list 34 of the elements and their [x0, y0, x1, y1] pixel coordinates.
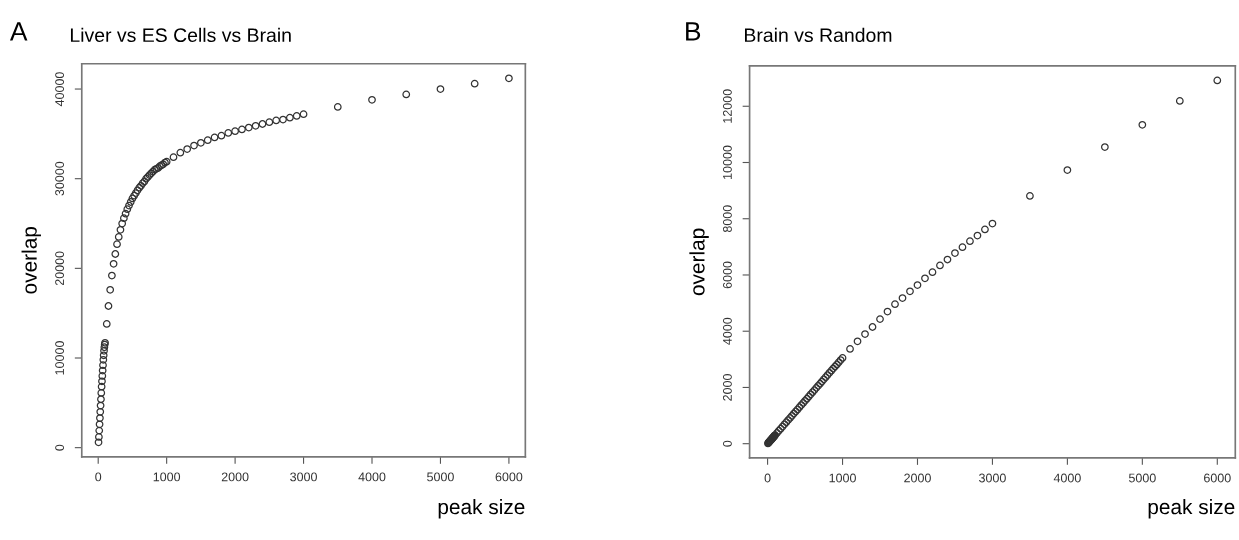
y-tick-label: 4000 — [722, 317, 732, 345]
x-tick-label: 3000 — [290, 472, 317, 482]
x-tick-label: 4000 — [358, 472, 386, 482]
text: B — [686, 22, 701, 41]
x-tick-label: 0 — [764, 473, 771, 483]
y-tick-label: 30000 — [55, 161, 65, 196]
x-tick-label: 5000 — [427, 472, 454, 482]
x-tick-label: 1000 — [829, 473, 856, 483]
x-tick-label: 2000 — [221, 472, 249, 482]
y-axis-title: overlap — [21, 226, 41, 294]
x-tick-label: 6000 — [1204, 473, 1231, 483]
y-tick-label: 20000 — [55, 251, 65, 286]
x-tick-label: 1000 — [153, 472, 181, 482]
x-axis-title: peak size — [1148, 498, 1235, 519]
y-tick-label: 0 — [722, 440, 732, 447]
y-tick-label: 8000 — [722, 205, 732, 233]
y-tick-label: 40000 — [55, 72, 65, 107]
chart-title: Brain vs Random — [744, 27, 892, 43]
y-axis-title: overlap — [689, 228, 709, 296]
x-tick-label: 3000 — [979, 473, 1006, 483]
x-axis-title: peak size — [438, 498, 525, 519]
y-tick-label: 10000 — [722, 145, 732, 179]
y-tick-label: 12000 — [722, 89, 732, 123]
y-tick-label: 2000 — [722, 374, 732, 401]
chart-title: Liver vs ES Cells vs Brain — [70, 27, 291, 43]
x-tick-label: 0 — [95, 472, 102, 482]
y-tick-label: 10000 — [55, 341, 65, 375]
y-tick-label: 6000 — [722, 261, 732, 289]
x-tick-label: 5000 — [1128, 473, 1156, 483]
y-tick-label: 0 — [55, 444, 65, 451]
x-tick-label: 6000 — [495, 472, 523, 482]
text: A — [9, 22, 28, 41]
x-tick-label: 4000 — [1053, 473, 1081, 483]
x-tick-label: 2000 — [904, 473, 931, 483]
